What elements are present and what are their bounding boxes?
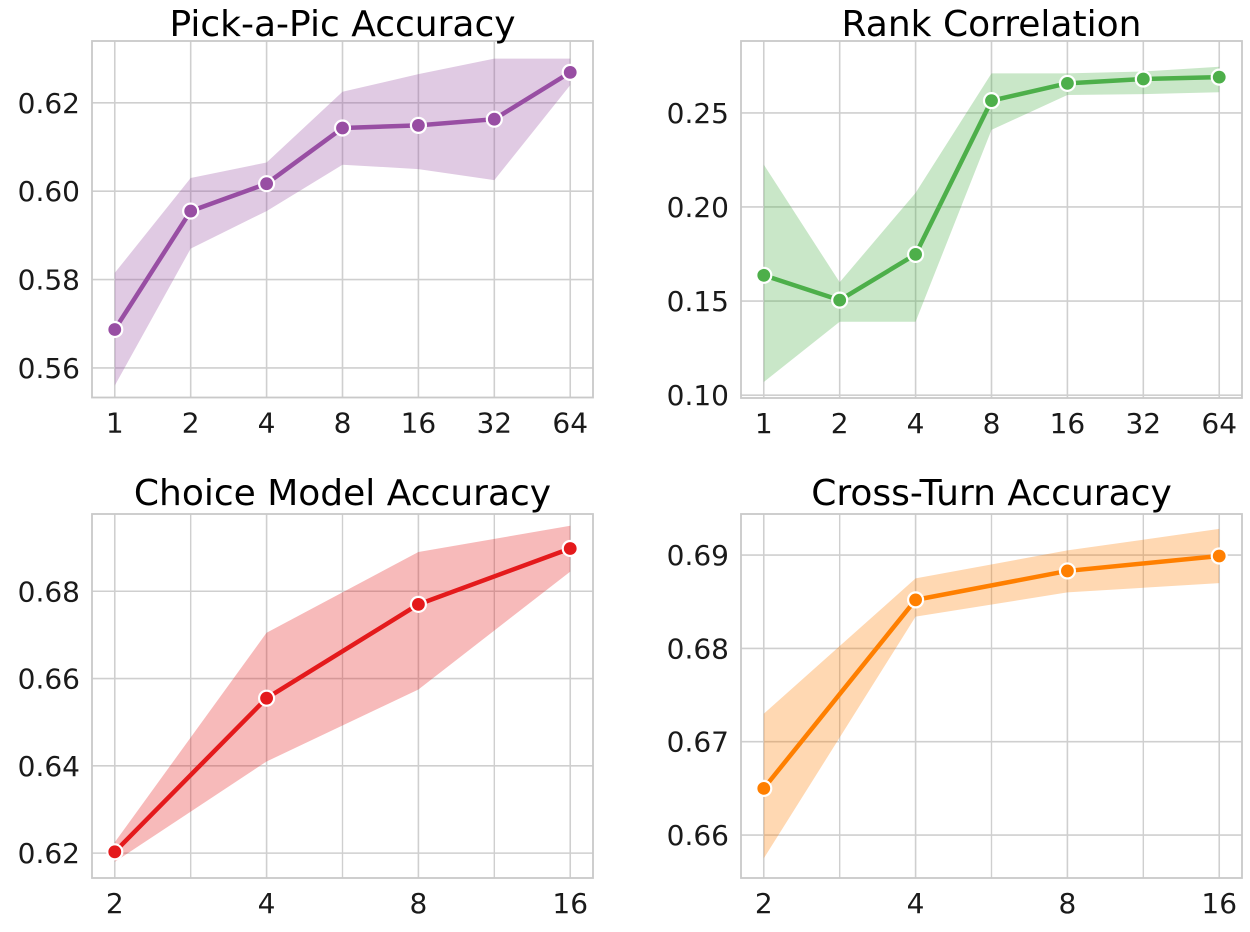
x-tick-label: 2	[755, 887, 773, 920]
confidence-band	[114, 525, 571, 862]
y-tick-label: 0.58	[18, 264, 80, 297]
data-point-marker	[561, 63, 579, 81]
y-tick-label: 0.67	[667, 726, 729, 759]
data-point-marker	[1058, 74, 1077, 92]
chart-title-pick-a-pic: Pick-a-Pic Accuracy	[169, 4, 515, 45]
series-line	[112, 546, 573, 855]
data-point-marker	[755, 779, 773, 798]
chart-choice-model-accuracy: 2 4 8 16 0.62 0.64 0.66 0.68	[18, 513, 594, 920]
x-tick-label: 32	[476, 407, 512, 440]
y-tick-label: 0.20	[667, 191, 729, 224]
data-point-marker	[1210, 68, 1228, 86]
x-tick-label: 4	[258, 887, 276, 920]
y-tick-label: 0.68	[667, 632, 729, 665]
axes-spines	[740, 40, 1243, 399]
data-point-marker	[106, 320, 124, 339]
y-tick-label: 0.62	[18, 837, 80, 870]
chart-title-rank-correlation: Rank Correlation	[842, 4, 1142, 45]
data-point-marker	[1134, 70, 1152, 88]
confidence-band	[114, 58, 571, 386]
x-tick-label: 8	[409, 887, 427, 920]
data-point-marker	[106, 843, 124, 861]
data-point-marker	[982, 92, 1001, 110]
data-point-marker	[257, 175, 276, 193]
chart-cross-turn-accuracy: 2 4 8 16 0.66 0.67 0.68 0.69	[667, 513, 1243, 920]
y-tick-label: 0.62	[18, 87, 80, 120]
data-point-marker	[561, 539, 579, 558]
x-tick-label: 64	[552, 407, 588, 440]
x-tick-label: 1	[106, 407, 124, 440]
data-point-marker	[182, 202, 200, 220]
y-tick-label: 0.60	[18, 175, 80, 208]
y-tick-label: 0.10	[667, 379, 729, 412]
y-tick-label: 0.66	[18, 663, 80, 696]
data-point-marker	[485, 110, 503, 128]
data-point-marker	[409, 595, 428, 613]
x-tick-label: 1	[755, 407, 773, 440]
x-tick-label: 2	[182, 407, 200, 440]
data-point-marker	[906, 591, 925, 609]
chart-pick-a-pic-accuracy: 1 2 4 8 16 32 64 0.56 0.58 0.60 0.62	[18, 40, 594, 440]
x-tick-label: 4	[907, 407, 925, 440]
x-tick-label: 64	[1201, 407, 1237, 440]
x-tick-label: 2	[831, 407, 849, 440]
chart-rank-correlation: 1 2 4 8 16 32 64 0.10 0.15 0.20 0.25	[667, 40, 1243, 440]
x-tick-label: 16	[1050, 407, 1086, 440]
data-point-marker	[831, 291, 849, 309]
y-tick-label: 0.68	[18, 575, 80, 608]
x-tick-label: 16	[401, 407, 437, 440]
x-tick-label: 16	[552, 887, 588, 920]
x-tick-label: 8	[334, 407, 352, 440]
x-tick-label: 32	[1125, 407, 1161, 440]
y-tick-label: 0.15	[667, 285, 729, 318]
chart-title-cross-turn: Cross-Turn Accuracy	[811, 473, 1172, 514]
y-tick-label: 0.56	[18, 352, 80, 385]
x-tick-label: 8	[983, 407, 1001, 440]
x-tick-label: 4	[907, 887, 925, 920]
axes-spines	[91, 513, 594, 879]
data-point-marker	[755, 266, 773, 284]
axes-spines	[740, 513, 1243, 879]
axes-spines	[91, 40, 594, 399]
x-tick-label: 4	[258, 407, 276, 440]
x-tick-label: 16	[1201, 887, 1237, 920]
data-point-marker	[409, 116, 428, 134]
y-tick-label: 0.25	[667, 97, 729, 130]
confidence-band	[763, 66, 1220, 383]
data-point-marker	[1058, 562, 1077, 580]
x-tick-label: 8	[1058, 887, 1076, 920]
data-point-marker	[333, 119, 352, 137]
data-point-marker	[1210, 547, 1228, 565]
series-line	[761, 553, 1222, 791]
chart-title-choice-model: Choice Model Accuracy	[134, 473, 551, 514]
data-point-marker	[906, 245, 925, 264]
y-tick-label: 0.66	[667, 819, 729, 852]
y-tick-label: 0.69	[667, 539, 729, 572]
data-point-marker	[257, 689, 276, 707]
y-tick-label: 0.64	[18, 750, 80, 783]
x-tick-label: 2	[106, 887, 124, 920]
